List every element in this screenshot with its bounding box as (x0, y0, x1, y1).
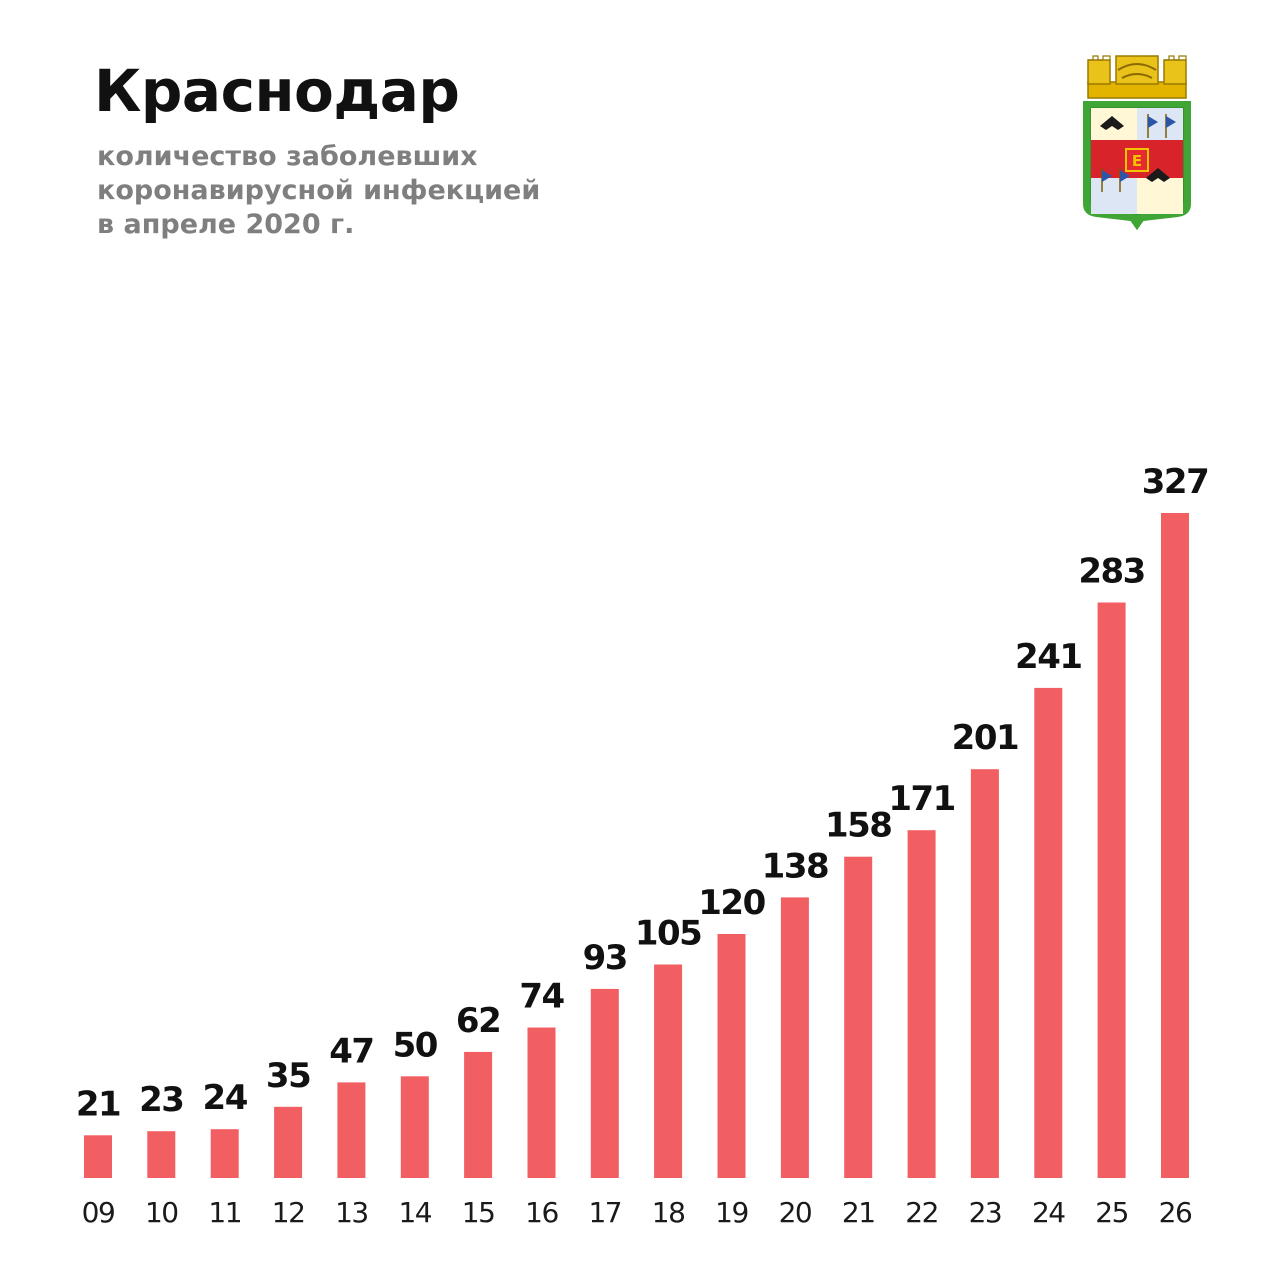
svg-text:Е: Е (1132, 152, 1142, 170)
x-tick-label: 12 (272, 1196, 305, 1229)
x-tick-label: 11 (208, 1196, 241, 1229)
x-tick-label: 20 (779, 1196, 812, 1229)
x-tick-label: 19 (715, 1196, 748, 1229)
bar (400, 1076, 429, 1178)
bar (780, 897, 809, 1178)
x-tick-label: 26 (1159, 1196, 1192, 1229)
x-tick-label: 09 (82, 1196, 115, 1229)
subtitle-line: количество заболевших (97, 141, 478, 172)
x-tick-label: 13 (335, 1196, 368, 1229)
bar (84, 1135, 112, 1178)
x-tick-label: 22 (905, 1196, 938, 1229)
coat-of-arms-icon: Е (1081, 55, 1193, 234)
bar (1097, 602, 1126, 1178)
data-label: 47 (329, 1031, 373, 1071)
data-label: 23 (139, 1080, 183, 1120)
x-tick-label: 18 (652, 1196, 685, 1229)
x-tick-label: 25 (1095, 1196, 1128, 1229)
data-label: 24 (203, 1078, 248, 1118)
data-label: 158 (825, 806, 891, 846)
x-tick-label: 21 (842, 1196, 875, 1229)
data-label: 241 (1015, 637, 1081, 677)
bar (1034, 687, 1063, 1178)
x-tick-label: 16 (525, 1196, 558, 1229)
subtitle-line: коронавирусной инфекцией (97, 175, 541, 206)
bar (274, 1106, 303, 1178)
bar (527, 1027, 556, 1178)
bar (1161, 513, 1189, 1178)
page-title: Краснодар (94, 57, 460, 125)
x-tick-label: 15 (462, 1196, 495, 1229)
data-label: 120 (698, 883, 765, 923)
data-label: 35 (266, 1056, 310, 1096)
bar (970, 769, 999, 1178)
x-tick-label: 24 (1032, 1196, 1065, 1229)
x-tick-label: 17 (588, 1196, 621, 1229)
data-label: 171 (888, 779, 954, 819)
crown-icon (1087, 55, 1187, 99)
bar (717, 934, 746, 1178)
bar (654, 964, 683, 1178)
data-label: 93 (583, 938, 627, 978)
bar (147, 1131, 176, 1178)
x-tick-label: 14 (398, 1196, 431, 1229)
bar (907, 830, 936, 1178)
data-label: 327 (1142, 462, 1208, 502)
data-label: 62 (456, 1001, 500, 1041)
data-label: 138 (762, 846, 828, 886)
data-label: 50 (393, 1025, 438, 1065)
x-tick-label: 23 (969, 1196, 1002, 1229)
bar (337, 1082, 366, 1178)
x-tick-label: 10 (145, 1196, 178, 1229)
subtitle-line: в апреле 2020 г. (97, 209, 355, 240)
data-label: 201 (952, 718, 1018, 758)
bar (590, 988, 619, 1178)
data-label: 21 (76, 1084, 120, 1124)
bar (844, 856, 873, 1178)
bar (464, 1051, 493, 1178)
data-label: 283 (1078, 552, 1144, 592)
page-subtitle: количество заболевших коронавирусной инф… (97, 140, 717, 242)
data-label: 105 (635, 914, 701, 954)
data-label: 74 (519, 977, 564, 1017)
bar (210, 1129, 239, 1178)
